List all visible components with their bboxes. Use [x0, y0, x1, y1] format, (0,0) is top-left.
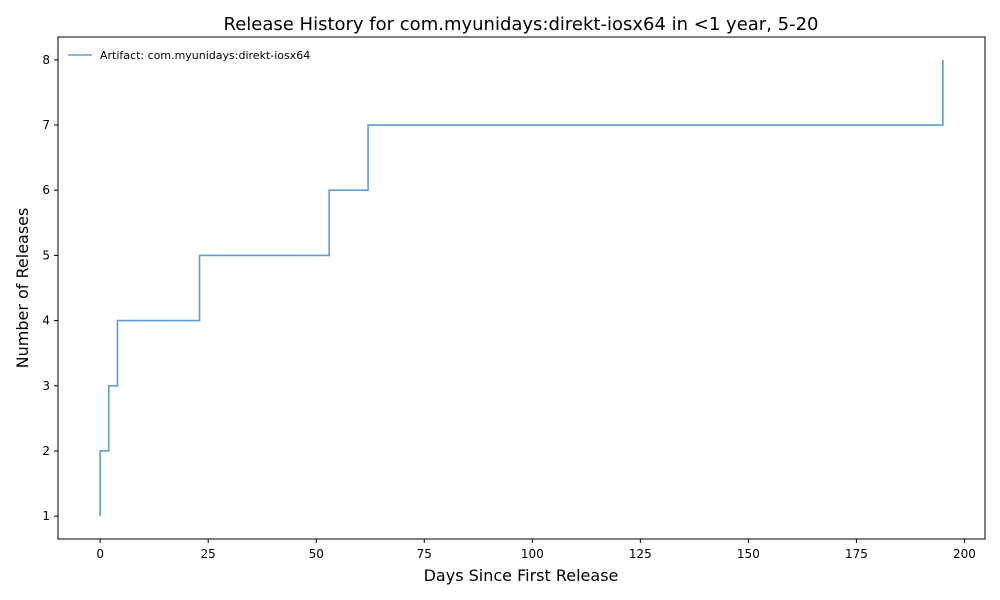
legend-label: Artifact: com.myunidays:direkt-iosx64 [100, 49, 310, 62]
y-tick-label: 5 [42, 248, 50, 262]
x-tick-label: 0 [96, 547, 104, 561]
y-tick-label: 4 [42, 314, 50, 328]
legend: Artifact: com.myunidays:direkt-iosx64 [68, 49, 310, 62]
x-tick-label: 100 [521, 547, 544, 561]
y-tick-label: 3 [42, 379, 50, 393]
series-layer [99, 59, 944, 517]
x-axis-label: Days Since First Release [424, 566, 619, 585]
y-axis-label: Number of Releases [13, 208, 32, 369]
plot-area [57, 36, 986, 540]
x-tick-label: 125 [629, 547, 652, 561]
x-tick-label: 75 [417, 547, 432, 561]
plot-frame [57, 36, 986, 540]
y-axis-ticks: 1 2 3 4 5 6 7 8 [42, 53, 58, 523]
y-tick-label: 1 [42, 509, 50, 523]
plot-background [58, 37, 985, 539]
x-tick-label: 200 [953, 547, 976, 561]
y-tick-label: 6 [42, 183, 50, 197]
y-tick-label: 2 [42, 444, 50, 458]
x-tick-label: 175 [845, 547, 868, 561]
y-tick-label: 7 [42, 118, 50, 132]
x-axis-ticks: 0 25 50 75 100 125 150 175 200 [96, 539, 976, 561]
x-tick-label: 150 [737, 547, 760, 561]
chart-title: Release History for com.myunidays:direkt… [224, 14, 819, 35]
x-tick-label: 50 [309, 547, 324, 561]
y-tick-label: 8 [42, 53, 50, 67]
x-tick-label: 25 [201, 547, 216, 561]
series-line [99, 59, 944, 517]
